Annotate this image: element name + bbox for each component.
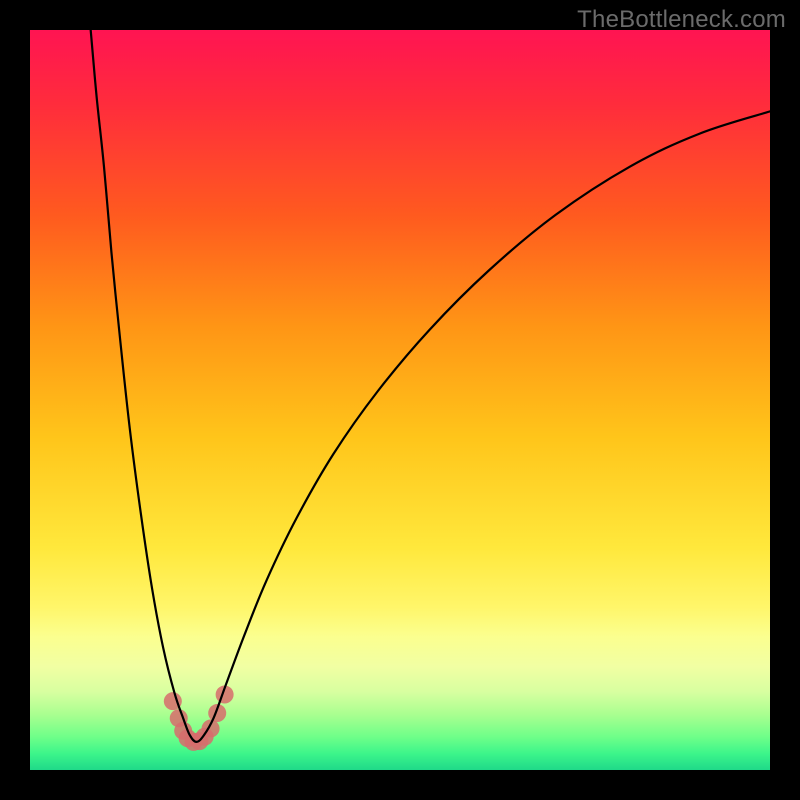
plot-area	[30, 30, 770, 770]
bottleneck-chart	[30, 30, 770, 770]
gradient-background	[30, 30, 770, 770]
watermark-text: TheBottleneck.com	[577, 6, 786, 34]
chart-frame: TheBottleneck.com	[0, 0, 800, 800]
